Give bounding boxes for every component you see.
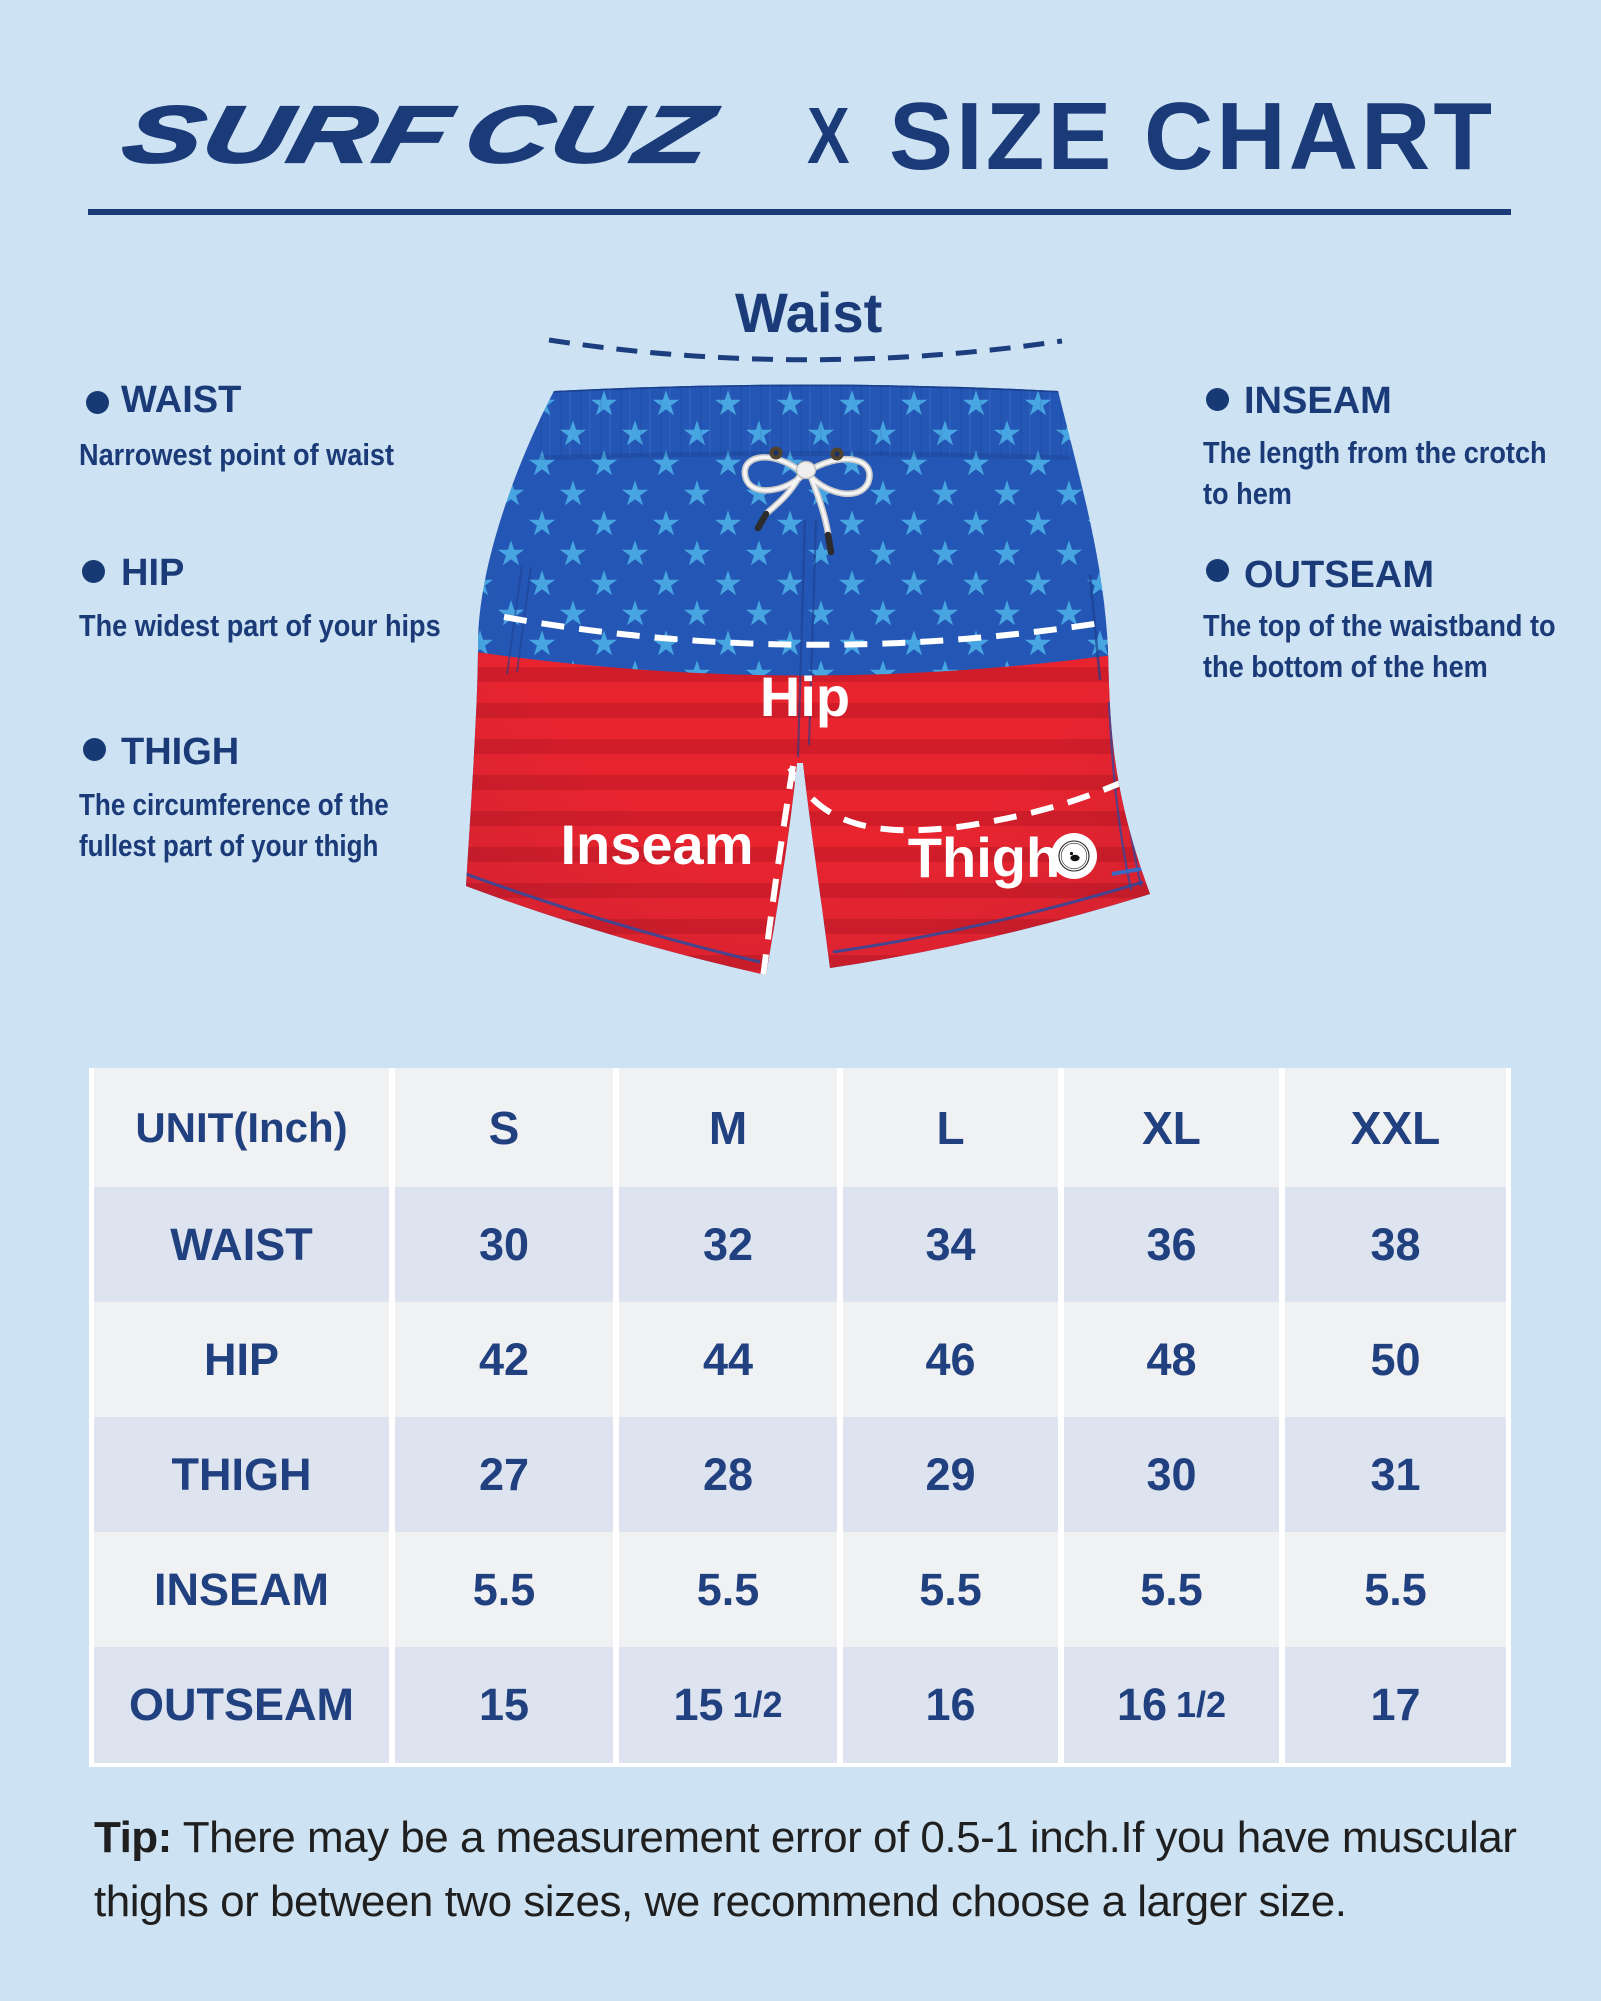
svg-text:Thigh: Thigh <box>908 826 1060 889</box>
svg-text:Inseam: Inseam <box>561 813 754 876</box>
svg-text:Hip: Hip <box>760 665 850 728</box>
